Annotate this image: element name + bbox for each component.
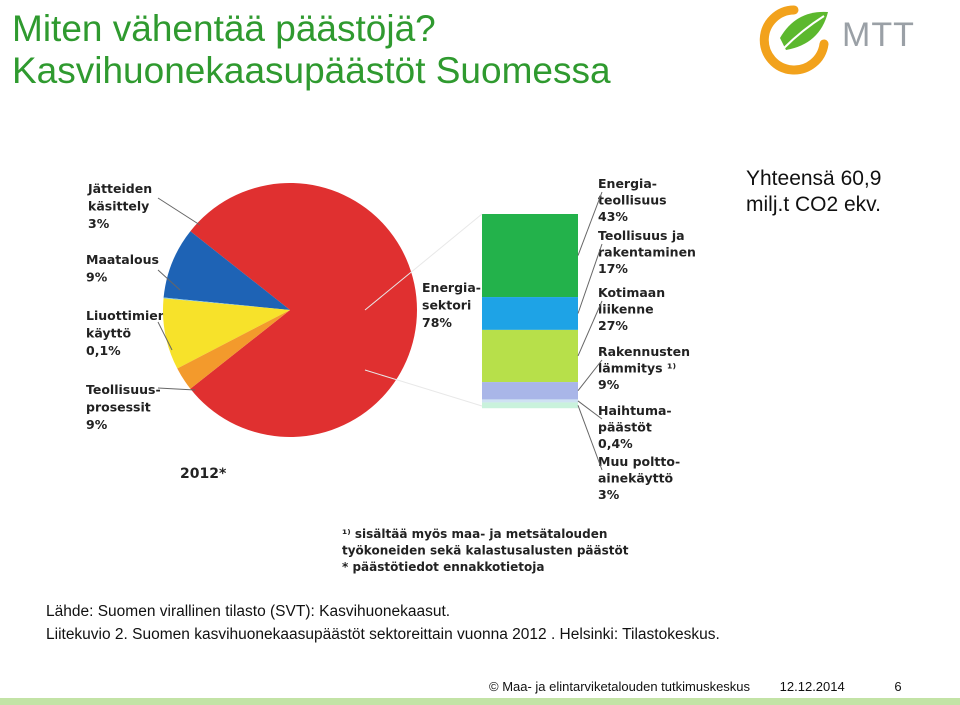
footer-bar	[0, 698, 960, 705]
pie-label-5: Jätteiden käsittely 3%	[87, 181, 152, 231]
connector-bottom	[364, 369, 483, 407]
pie-leader-2	[157, 387, 196, 391]
footnote-3: * päästötiedot ennakkotietoja	[342, 560, 544, 574]
source-note: Lähde: Suomen virallinen tilasto (SVT): …	[46, 600, 720, 646]
bar-label-5: Haihtuma-päästöt 0,4%	[598, 403, 672, 451]
bar-segment-6	[482, 402, 578, 409]
pie-label-3: Liuottimien käyttö 0,1%	[86, 308, 167, 358]
bar-segment-1	[482, 214, 578, 298]
bar-leader-6	[577, 405, 603, 471]
total-line-1: Yhteensä 60,9	[746, 167, 882, 190]
emissions-chart: Energia-sektori 78% Teollisuus-prosessit 9%…	[86, 176, 696, 574]
year-label: 2012*	[180, 466, 227, 482]
source-line-1: Lähde: Suomen virallinen tilasto (SVT): …	[46, 603, 451, 620]
footer: © Maa- ja elintarviketalouden tutkimuske…	[489, 679, 906, 694]
mtt-leaf-icon	[759, 5, 829, 75]
footnote-2: työkoneiden sekä kalastusalusten päästöt	[342, 544, 629, 558]
pie-slice-3	[163, 297, 290, 310]
bar-leader-5	[577, 400, 603, 420]
pie-leader-4	[157, 269, 181, 291]
pie-slice-2	[163, 231, 290, 310]
bar-leader-4	[577, 359, 603, 392]
connector-top	[364, 213, 483, 311]
bar-segment-3	[482, 329, 578, 383]
pie-label-1: Energia-sektori 78%	[422, 280, 481, 330]
footer-date: 12.12.2014	[779, 679, 845, 694]
bar-label-2: Teollisuus ja rakentaminen 17%	[598, 228, 696, 276]
title-line-1: Miten vähentää päästöjä?	[12, 8, 436, 49]
pie-leader-5	[157, 197, 201, 226]
footer-org: © Maa- ja elintarviketalouden tutkimuske…	[489, 679, 751, 694]
bar-leader-3	[577, 300, 603, 357]
bar-leader-2	[577, 243, 603, 314]
bar-leader-1	[577, 191, 603, 256]
mtt-logo	[759, 5, 829, 75]
logo-text: MTT	[842, 16, 915, 54]
pie-slice-5	[177, 310, 290, 389]
bar-segment-2	[482, 297, 578, 330]
footer-page-number: 6	[894, 679, 902, 694]
source-line-2: Liitekuvio 2. Suomen kasvihuonekaasupääs…	[46, 626, 720, 643]
pie-slice-4	[163, 298, 290, 369]
bar-label-4: Rakennusten lämmitys ¹⁾ 9%	[598, 344, 690, 392]
slide-title: Miten vähentää päästöjä? Kasvihuonekaasu…	[12, 8, 611, 92]
pie-leader-3	[157, 321, 173, 351]
footnote-1: ¹⁾ sisältää myös maa- ja metsätalouden	[342, 527, 607, 541]
total-emissions: Yhteensä 60,9 milj.t CO2 ekv.	[746, 166, 881, 218]
title-line-2: Kasvihuonekaasupäästöt Suomessa	[12, 50, 611, 91]
total-line-2: milj.t CO2 ekv.	[746, 193, 881, 216]
bar-segment-5	[482, 399, 578, 403]
pie-label-4: Maatalous 9%	[86, 252, 159, 285]
bar-label-1: Energia-teollisuus 43%	[598, 176, 667, 224]
bar-segment-4	[482, 382, 578, 400]
bar-label-3: Kotimaan liikenne 27%	[598, 285, 665, 333]
pie-slice-1	[190, 183, 417, 437]
bar-label-6: Muu poltto-ainekäyttö 3%	[598, 454, 680, 502]
pie-label-2: Teollisuus-prosessit 9%	[86, 382, 161, 432]
